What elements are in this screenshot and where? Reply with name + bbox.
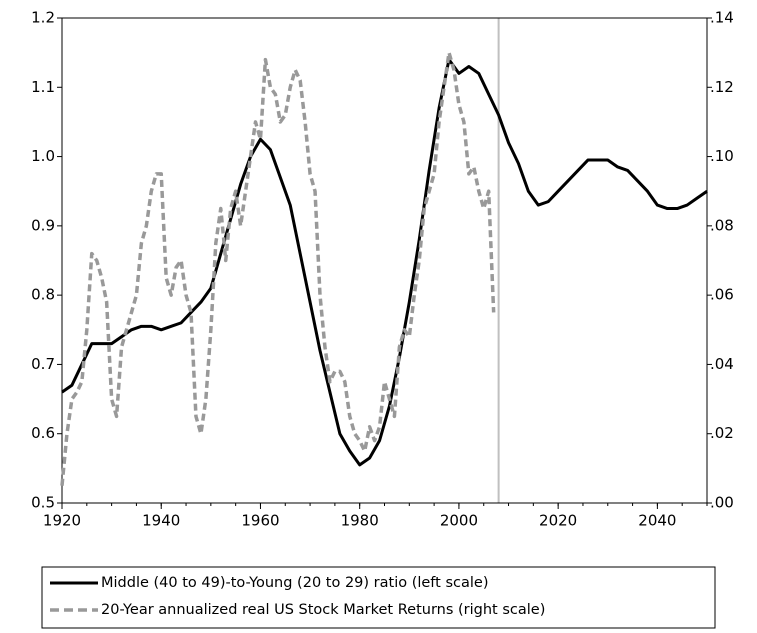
y-tick-label: 0.8 bbox=[31, 286, 55, 304]
x-tick-label: 1960 bbox=[241, 512, 279, 530]
y2-tick-label: .02 bbox=[710, 424, 734, 442]
y2-tick-label: .10 bbox=[710, 147, 734, 165]
legend-box bbox=[41, 566, 716, 629]
y2-tick-label: .06 bbox=[710, 286, 734, 304]
y-tick-label: 0.6 bbox=[31, 424, 55, 442]
series-line bbox=[61, 58, 708, 467]
y2-tick-label: .12 bbox=[710, 78, 734, 96]
y2-tick-label: .04 bbox=[710, 355, 734, 373]
plot-frame bbox=[61, 17, 708, 504]
x-tick-label: 2000 bbox=[440, 512, 478, 530]
x-tick-label: 1980 bbox=[341, 512, 379, 530]
x-tick-label: 1940 bbox=[142, 512, 180, 530]
y-tick-label: 0.5 bbox=[31, 494, 55, 512]
y-tick-label: 1.1 bbox=[31, 78, 55, 96]
x-tick-label: 2020 bbox=[539, 512, 577, 530]
y2-tick-label: .00 bbox=[710, 494, 734, 512]
y2-tick-label: .08 bbox=[710, 216, 734, 234]
y-tick-label: 1.0 bbox=[31, 147, 55, 165]
y-tick-label: 1.2 bbox=[31, 9, 55, 27]
y-tick-label: 0.7 bbox=[31, 355, 55, 373]
legend-label: 20-Year annualized real US Stock Market … bbox=[101, 602, 545, 618]
x-tick-label: 1920 bbox=[43, 512, 81, 530]
x-tick-label: 2040 bbox=[638, 512, 676, 530]
y2-tick-label: .14 bbox=[710, 9, 734, 27]
legend: Middle (40 to 49)-to-Young (20 to 29) ra… bbox=[50, 575, 545, 618]
series-line bbox=[60, 50, 496, 486]
y-tick-label: 0.9 bbox=[31, 216, 55, 234]
legend-label: Middle (40 to 49)-to-Young (20 to 29) ra… bbox=[101, 575, 488, 591]
